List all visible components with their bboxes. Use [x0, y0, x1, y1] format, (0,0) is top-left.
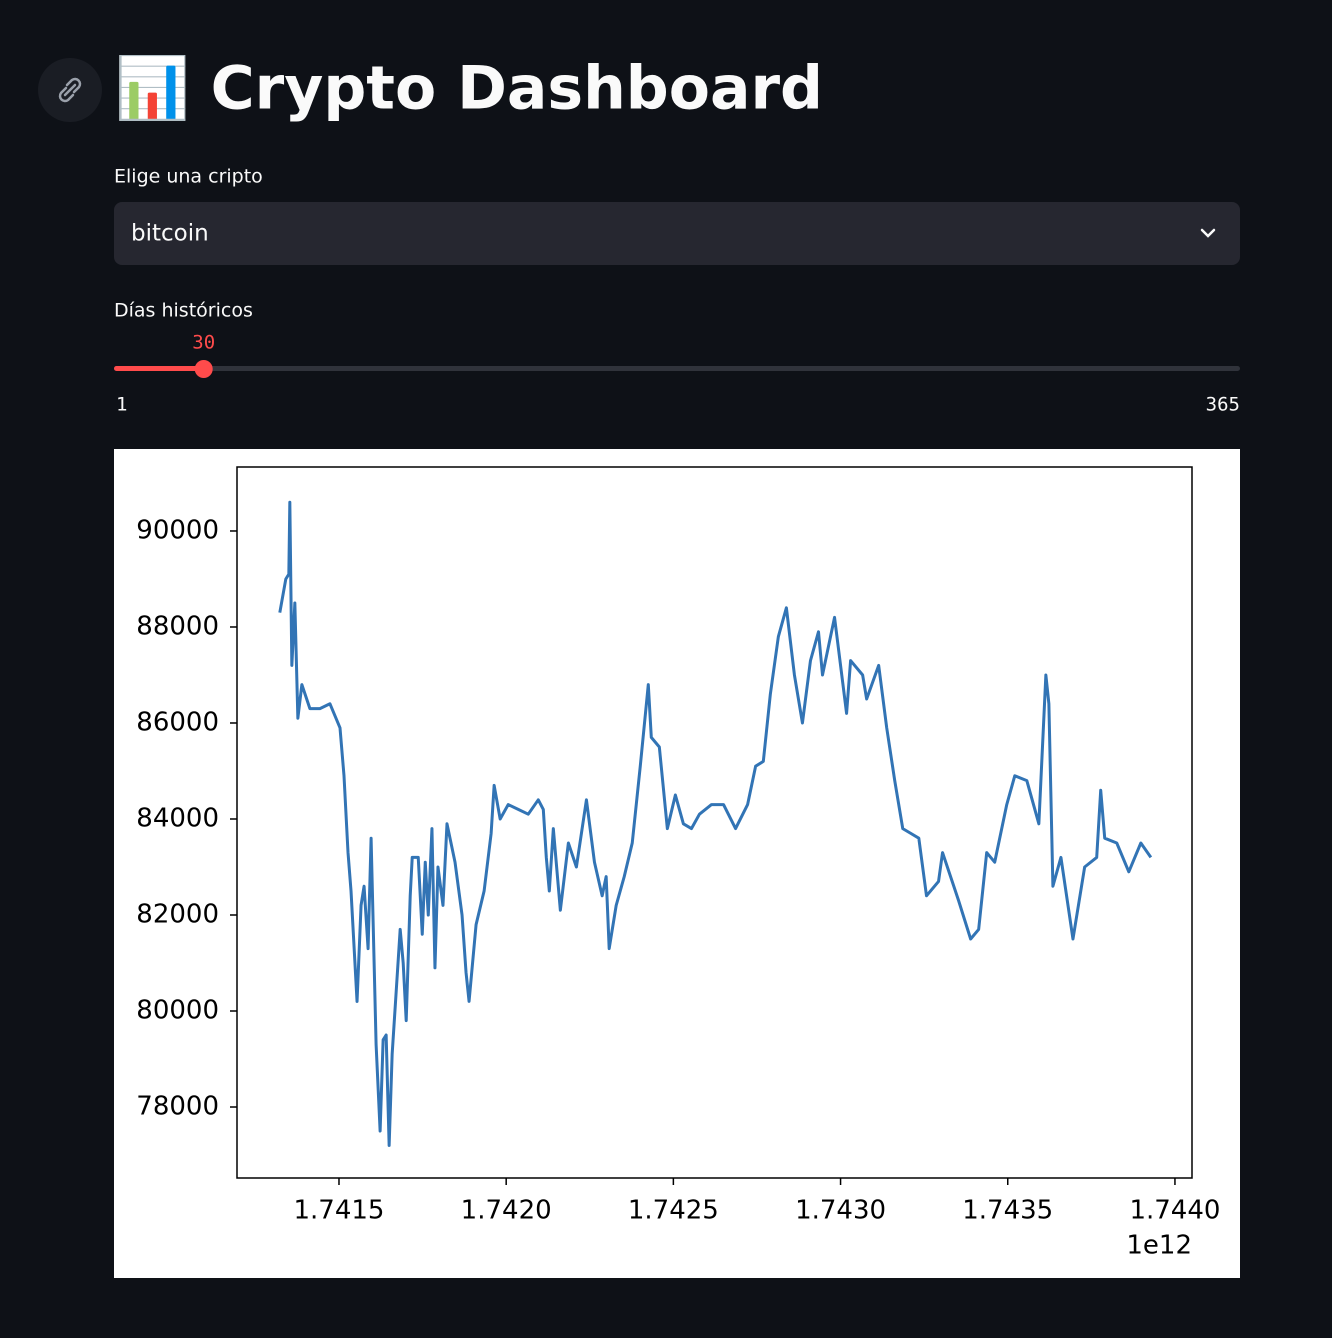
- x-offset-label: 1e12: [1126, 1231, 1192, 1261]
- slider-min: 1: [116, 394, 127, 416]
- page-title: 📊 Crypto Dashboard: [115, 54, 823, 124]
- y-tick-label: 90000: [136, 515, 219, 545]
- x-tick-label: 1.7435: [962, 1196, 1053, 1226]
- axes-frame: [236, 466, 1193, 1179]
- x-tick-label: 1.7440: [1129, 1196, 1220, 1226]
- x-tick-label: 1.7420: [461, 1196, 552, 1226]
- slider-thumb[interactable]: [194, 360, 213, 378]
- y-tick-label: 88000: [136, 611, 219, 641]
- y-tick-label: 78000: [136, 1092, 219, 1122]
- x-tick-label: 1.7425: [628, 1196, 719, 1226]
- slider-label: Días históricos: [114, 300, 253, 322]
- select-box[interactable]: [114, 202, 1240, 265]
- y-tick-label: 82000: [136, 899, 219, 929]
- link-icon: [58, 77, 82, 103]
- slider-value: 30: [192, 332, 215, 354]
- chevron: [1200, 228, 1216, 238]
- x-tick-label: 1.7430: [795, 1196, 886, 1226]
- select-value: bitcoin: [131, 221, 209, 247]
- slider-track: [114, 366, 1240, 371]
- x-tick-label: 1.7415: [293, 1196, 384, 1226]
- chart-background: [114, 449, 1240, 1278]
- y-tick-label: 86000: [136, 707, 219, 737]
- price-line: [278, 500, 1153, 1147]
- y-tick-label: 84000: [136, 803, 219, 833]
- select-label: Elige una cripto: [114, 166, 263, 188]
- slider-max: 365: [1206, 394, 1240, 416]
- chart: 78000 80000 82000 84000 86000 88000 90000 1.741…: [114, 449, 1240, 1278]
- slider-fill: [114, 366, 204, 371]
- y-tick-label: 80000: [136, 996, 219, 1026]
